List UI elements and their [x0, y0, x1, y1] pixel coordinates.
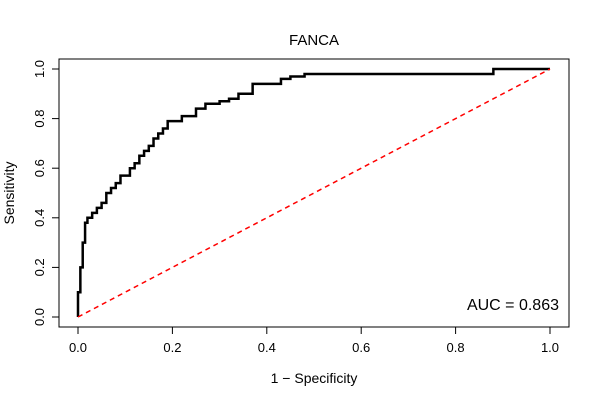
roc-curve-line	[76, 67, 550, 317]
x-tick-label: 0.6	[352, 340, 370, 355]
y-tick-label: 0.6	[32, 159, 47, 177]
y-tick-label: 0.8	[32, 110, 47, 128]
y-tick-label: 0.0	[32, 308, 47, 326]
x-tick-label: 0.8	[447, 340, 465, 355]
series-layer	[76, 67, 551, 318]
y-tick-label: 0.4	[32, 209, 47, 227]
chart-title: FANCA	[289, 32, 339, 49]
y-axis-label: Sensitivity	[1, 161, 17, 224]
reference-diagonal-line	[77, 68, 551, 318]
x-tick-label: 0.2	[163, 340, 181, 355]
x-tick-label: 0.0	[69, 340, 87, 355]
y-tick-label: 0.2	[32, 258, 47, 276]
x-tick-label: 0.4	[258, 340, 276, 355]
auc-annotation: AUC = 0.863	[467, 297, 559, 314]
y-tick-label: 1.0	[32, 60, 47, 78]
x-axis: 0.0 0.2 0.4 0.6 0.8 1.0	[69, 326, 559, 355]
y-axis: 0.0 0.2 0.4 0.6 0.8 1.0	[32, 60, 60, 326]
x-axis-label: 1 − Specificity	[271, 370, 358, 386]
x-tick-label: 1.0	[541, 340, 559, 355]
